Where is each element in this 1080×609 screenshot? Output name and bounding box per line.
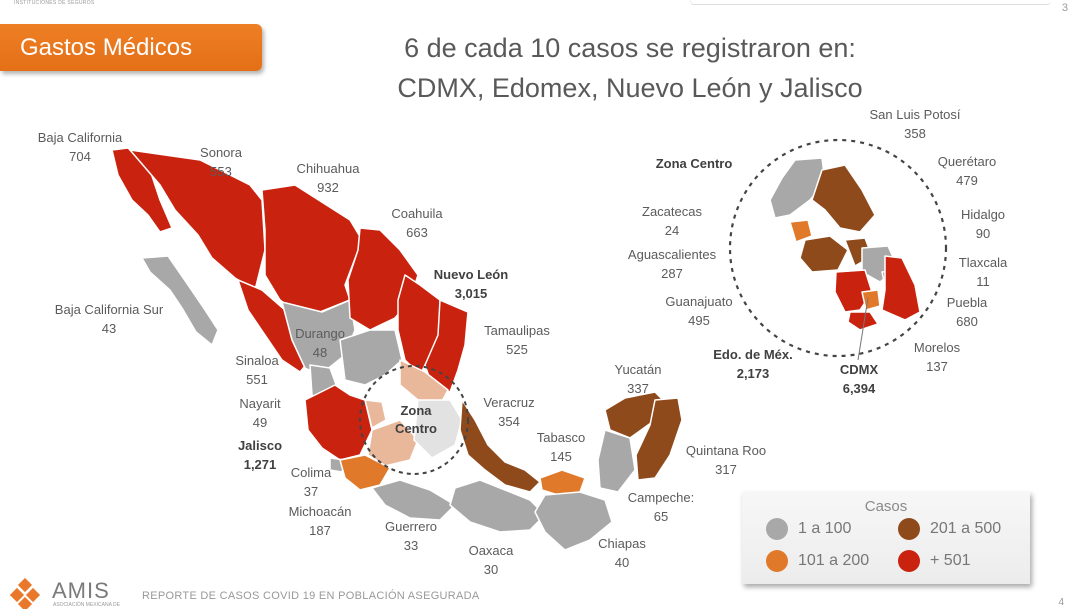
label-tamaulipas: Tamaulipas 525 bbox=[484, 323, 550, 357]
label-quintana-roo: Quintana Roo 317 bbox=[685, 443, 767, 477]
label-tlaxcala: Tlaxcala 11 bbox=[958, 255, 1008, 289]
state-jalisco bbox=[304, 384, 373, 461]
amis-logo-icon bbox=[10, 578, 41, 609]
zona-centro-inset-title: Zona Centro bbox=[655, 156, 733, 171]
zona-centro-line2: Centro bbox=[395, 421, 437, 436]
inset-san-luis-potosi bbox=[811, 164, 876, 233]
zona-centro-circle-map bbox=[359, 365, 469, 475]
state-tamaulipas bbox=[424, 299, 469, 393]
amis-logo-subtitle: ASOCIACIÓN MEXICANA DE bbox=[53, 602, 120, 608]
section-banner: Gastos Médicos bbox=[0, 24, 262, 71]
legend-swatch-brown bbox=[898, 518, 920, 540]
label-campeche: Campeche: 65 bbox=[627, 490, 695, 524]
zona-centro-line1: Zona bbox=[400, 403, 432, 418]
label-oaxaca: Oaxaca 30 bbox=[468, 543, 514, 577]
legend-swatch-orange bbox=[766, 550, 788, 572]
label-coahuila: Coahuila 663 bbox=[391, 206, 443, 240]
state-tabasco bbox=[539, 469, 586, 496]
label-morelos: Morelos 137 bbox=[913, 340, 961, 374]
label-sonora: Sonora 553 bbox=[200, 145, 242, 179]
label-san-luis-potosi: San Luis Potosí 358 bbox=[869, 107, 961, 141]
state-chiapas bbox=[534, 491, 613, 551]
state-baja-california-sur bbox=[141, 255, 219, 346]
headline-line-1: 6 de cada 10 casos se registraron en: bbox=[404, 33, 856, 63]
top-logo-subtitle: INSTITUCIONES DE SEGUROS bbox=[14, 0, 95, 6]
inset-cdmx bbox=[861, 289, 881, 311]
label-baja-california-sur: Baja California Sur 43 bbox=[54, 302, 164, 336]
inset-aguascalientes bbox=[789, 219, 813, 243]
legend-title: Casos bbox=[864, 498, 908, 515]
label-michoacan: Michoacán 187 bbox=[288, 504, 352, 538]
inset-puebla bbox=[881, 255, 921, 321]
state-queretaro-hidalgo bbox=[413, 399, 463, 459]
label-chihuahua: Chihuahua 932 bbox=[296, 161, 360, 195]
legend-item-1-100: 1 a 100 bbox=[766, 518, 851, 540]
legend-swatch-red bbox=[898, 550, 920, 572]
inset-connector bbox=[857, 297, 869, 361]
state-veracruz bbox=[459, 399, 541, 493]
inset-zacatecas bbox=[769, 157, 826, 219]
label-aguascalientes: Aguascalientes 287 bbox=[627, 247, 717, 281]
state-aguascalientes bbox=[364, 399, 387, 429]
label-edomex: Edo. de Méx. 2,173 bbox=[713, 347, 793, 381]
legend: Casos 1 a 100 201 a 500 101 a 200 + 501 bbox=[742, 492, 1030, 584]
headline-line-2: CDMX, Edomex, Nuevo León y Jalisco bbox=[397, 73, 863, 103]
legend-item-101-200: 101 a 200 bbox=[766, 550, 869, 572]
amis-logo: AMIS ASOCIACIÓN MEXICANA DE bbox=[10, 578, 130, 609]
zona-centro-circle-inset bbox=[728, 138, 948, 358]
legend-item-501-plus: + 501 bbox=[898, 550, 970, 572]
label-puebla: Puebla 680 bbox=[946, 295, 988, 329]
state-campeche bbox=[597, 429, 636, 493]
label-queretaro: Querétaro 479 bbox=[937, 154, 997, 188]
state-guanajuato bbox=[367, 419, 419, 467]
zona-centro-map-label: Zona Centro bbox=[395, 402, 437, 438]
page-number: 4 bbox=[1058, 597, 1064, 608]
label-cdmx: CDMX 6,394 bbox=[839, 362, 879, 396]
report-title: REPORTE DE CASOS COVID 19 EN POBLACIÓN A… bbox=[142, 590, 480, 602]
legend-swatch-grey bbox=[766, 518, 788, 540]
label-zacatecas: Zacatecas 24 bbox=[642, 204, 702, 238]
label-hidalgo: Hidalgo 90 bbox=[960, 207, 1006, 241]
label-veracruz: Veracruz 354 bbox=[483, 395, 535, 429]
state-chihuahua bbox=[261, 184, 363, 316]
label-jalisco: Jalisco 1,271 bbox=[237, 438, 283, 472]
inset-morelos bbox=[847, 311, 879, 331]
label-baja-california: Baja California 704 bbox=[37, 130, 123, 164]
label-nuevo-leon: Nuevo León 3,015 bbox=[433, 267, 509, 301]
inset-edomex bbox=[834, 269, 873, 313]
state-quintana-roo bbox=[635, 397, 683, 481]
label-colima: Colima 37 bbox=[290, 465, 332, 499]
label-chiapas: Chiapas 40 bbox=[598, 536, 646, 570]
headline: 6 de cada 10 casos se registraron en: CD… bbox=[320, 28, 940, 108]
state-guerrero bbox=[371, 479, 456, 521]
state-zacatecas bbox=[339, 329, 403, 386]
label-sinaloa: Sinaloa 551 bbox=[235, 353, 279, 387]
label-guerrero: Guerrero 33 bbox=[384, 519, 438, 553]
state-oaxaca bbox=[449, 479, 546, 533]
label-yucatan: Yucatán 337 bbox=[614, 362, 662, 396]
top-right-frame bbox=[690, 0, 1051, 5]
label-tabasco: Tabasco 145 bbox=[536, 430, 586, 464]
label-nayarit: Nayarit 49 bbox=[239, 396, 281, 430]
top-page-number: 3 bbox=[1061, 2, 1068, 14]
amis-logo-text: AMIS bbox=[52, 578, 110, 603]
legend-item-201-500: 201 a 500 bbox=[898, 518, 1001, 540]
inset-guanajuato bbox=[799, 235, 849, 273]
label-durango: Durango 48 bbox=[295, 326, 345, 360]
label-guanajuato: Guanajuato 495 bbox=[665, 294, 733, 328]
